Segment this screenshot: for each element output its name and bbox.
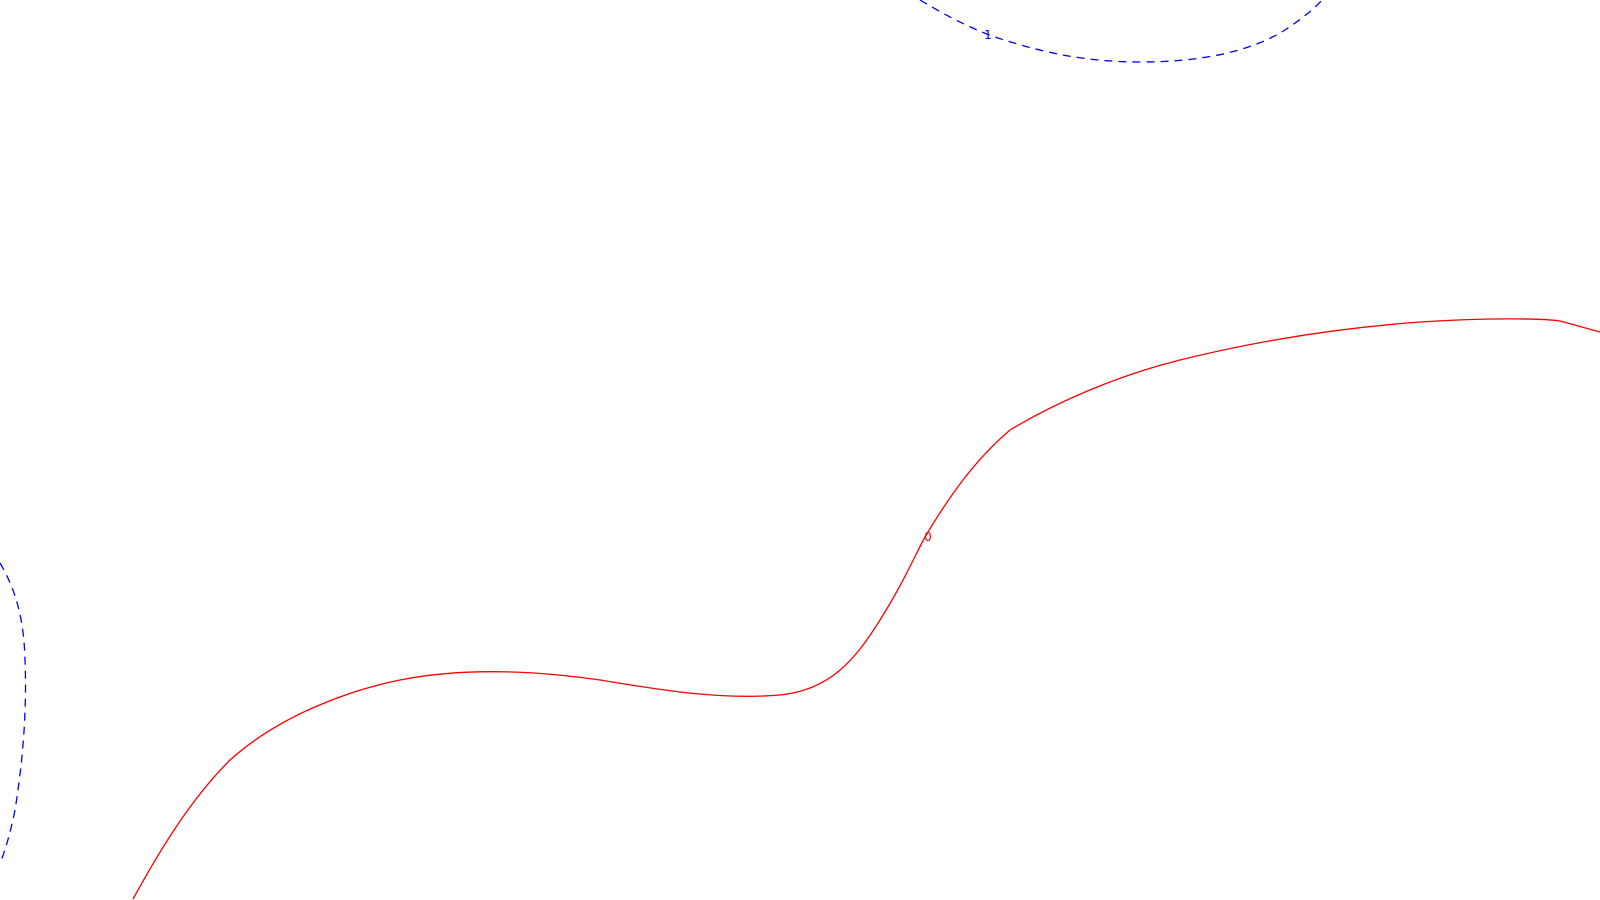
contour-label-0: 0: [924, 530, 932, 544]
contour-line-left: [0, 562, 27, 865]
contour-label-1: 1: [984, 28, 992, 42]
contour-line-0: [132, 318, 1600, 900]
contour-line-1: [919, 0, 1323, 63]
